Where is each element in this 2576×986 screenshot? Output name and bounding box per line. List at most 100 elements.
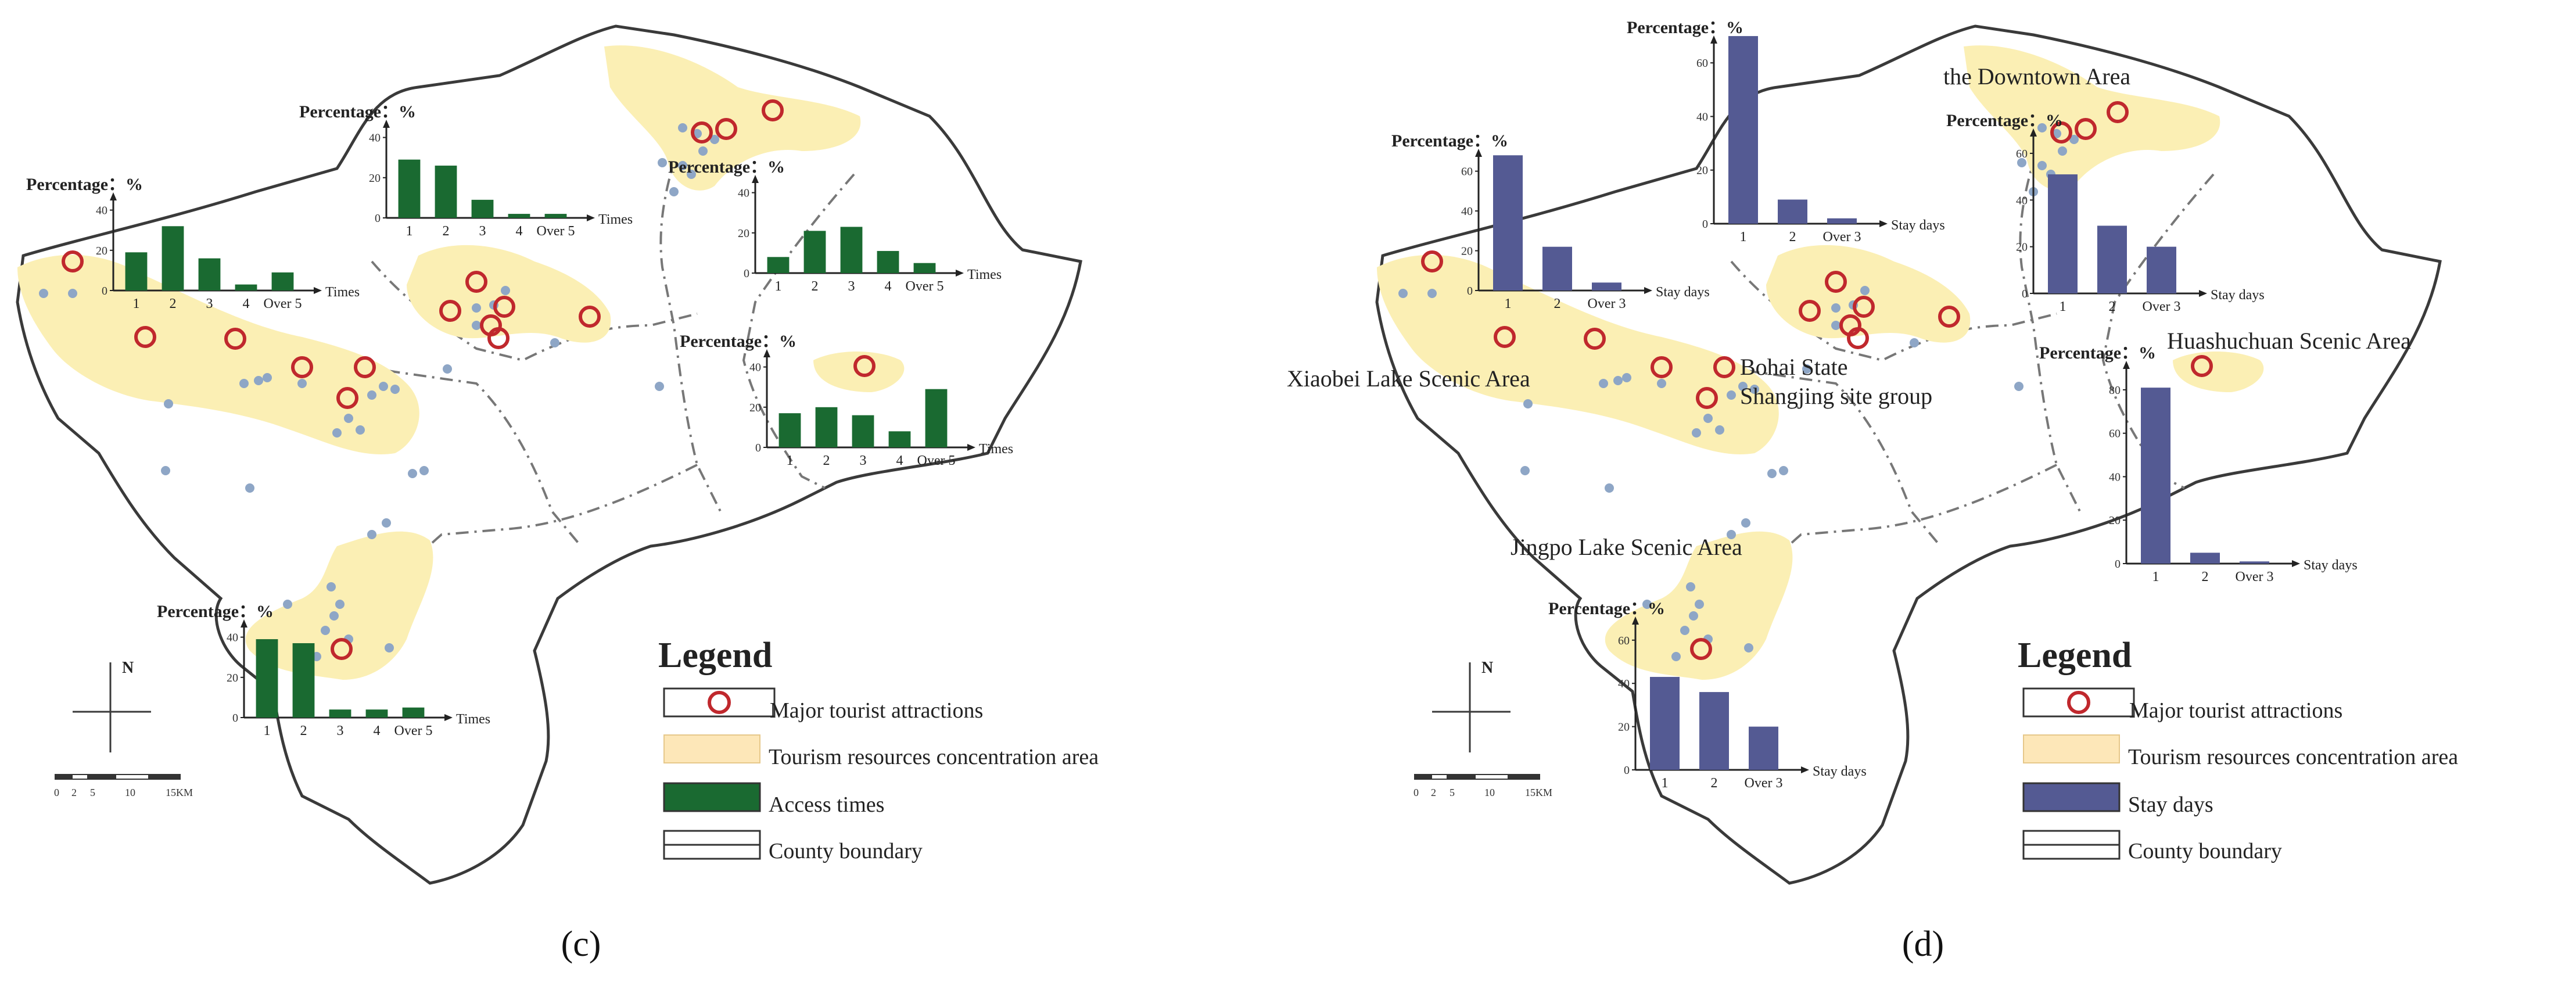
- chart-x-axis-arrow: [2199, 290, 2207, 297]
- chart-x-tick-label: 2: [2202, 569, 2209, 585]
- resource-point: [297, 379, 307, 388]
- attraction-marker: [224, 328, 246, 350]
- legend-label-attractions: Major tourist attractions: [2129, 698, 2342, 723]
- resource-point: [161, 466, 170, 475]
- chart-y-tick-label: 40: [227, 632, 238, 644]
- resource-point: [678, 161, 687, 170]
- resource-point: [655, 382, 664, 391]
- scale-label: 15KM: [1525, 787, 1552, 798]
- chart-x-tick-label: 1: [2152, 569, 2159, 585]
- resource-point: [164, 399, 173, 408]
- resource-point: [2037, 123, 2047, 132]
- concentration-areas: [17, 45, 905, 680]
- legend-title: Legend: [658, 636, 772, 675]
- chart-bar: [292, 643, 315, 718]
- chart-bar: [778, 413, 801, 447]
- attraction-marker: [579, 306, 601, 328]
- resource-point: [710, 135, 719, 144]
- chart-x-label: Times: [598, 212, 633, 227]
- scale-label: 10: [1484, 787, 1495, 798]
- chart-x-tick-label: 2: [443, 224, 450, 239]
- place-name-shangjing: Shangjing site group: [1740, 383, 1932, 409]
- chart-y-axis-arrow: [1475, 149, 1482, 157]
- resource-point: [1727, 390, 1736, 400]
- resource-point: [1680, 626, 1689, 635]
- legend-swatch-concentration: [663, 734, 760, 763]
- chart-y-tick-label: 80: [2109, 384, 2121, 397]
- legend-label-attractions: Major tourist attractions: [770, 698, 983, 723]
- resource-point: [443, 364, 452, 374]
- resource-point: [356, 425, 365, 435]
- resource-point: [1750, 385, 1759, 394]
- concentration-area: [1377, 254, 1779, 454]
- attraction-marker: [708, 691, 731, 714]
- attraction-marker: [354, 356, 376, 378]
- attraction-marker: [2050, 121, 2072, 144]
- chart-y-tick-label: 0: [755, 442, 761, 454]
- chart-axis-title: Percentage：%: [157, 602, 274, 621]
- chart-y-tick-label: 60: [2109, 428, 2121, 440]
- resource-point: [1427, 289, 1437, 298]
- north-label: N: [1481, 659, 1493, 677]
- attraction-marker: [291, 356, 313, 378]
- chart-x-label: Times: [967, 267, 1002, 282]
- chart-y-tick-label: 40: [96, 205, 107, 217]
- resource-point: [335, 600, 345, 609]
- chart-d-north: Percentage：% Stay days 0 20 40 60 1 2 Over 3: [1627, 18, 1945, 245]
- chart-x-tick-label: Over 5: [394, 723, 433, 738]
- chart-c-north: Percentage：% Times 0 20 40 1 2 3 4 Over 5: [299, 102, 633, 239]
- resource-point: [408, 469, 417, 478]
- attraction-marker: [2107, 101, 2129, 123]
- chart-axis-title: Percentage：%: [2039, 343, 2156, 363]
- chart-x-tick-label: 4: [243, 296, 250, 311]
- resource-point: [263, 373, 272, 382]
- chart-x-label: Times: [325, 285, 360, 300]
- attraction-marker: [1421, 250, 1443, 273]
- attraction-marker: [1853, 296, 1875, 318]
- attraction-marker: [2075, 118, 2097, 140]
- resource-point: [1744, 643, 1753, 652]
- chart-x-tick-label: 1: [1505, 296, 1512, 311]
- chart-x-label: Times: [456, 712, 490, 727]
- chart-x-tick-label: 2: [300, 723, 307, 738]
- scale-label: 5: [1450, 787, 1455, 798]
- legend-title: Legend: [2018, 636, 2132, 675]
- chart-x-label: Stay days: [2211, 288, 2265, 303]
- resource-points: [1398, 123, 2079, 661]
- chart-bar: [365, 709, 388, 718]
- chart-x-tick-label: 3: [860, 453, 867, 468]
- chart-y-tick-label: 40: [2109, 471, 2121, 483]
- chart-x-label: Stay days: [1656, 285, 1710, 300]
- chart-c-downtown: Percentage：% Times 0 20 40 1 2 3 4 Over 5: [668, 157, 1002, 294]
- chart-d-west: Percentage：% Stay days 0 20 40 60 1 2 Over 3: [1391, 131, 1710, 311]
- resource-point: [379, 382, 388, 391]
- chart-y-tick-label: 20: [749, 401, 761, 414]
- county-boundary: [2101, 173, 2215, 489]
- resource-point: [1860, 286, 1870, 295]
- resource-point: [678, 123, 687, 132]
- chart-bar: [435, 166, 457, 218]
- chart-y-tick-label: 0: [1702, 218, 1708, 231]
- chart-y-tick-label: 60: [1696, 57, 1708, 70]
- chart-y-axis-arrow: [1632, 616, 1639, 625]
- chart-bar: [2048, 174, 2078, 293]
- chart-y-axis-arrow: [110, 192, 117, 200]
- legend-label-concentration: Tourism resources concentration area: [2128, 745, 2458, 769]
- resource-point: [2069, 135, 2079, 144]
- chart-y-tick-label: 0: [1624, 764, 1630, 777]
- chart-y-tick-label: 20: [2016, 241, 2028, 254]
- scale-label: 5: [90, 787, 95, 798]
- chart-bar: [1728, 36, 1758, 224]
- resource-point: [327, 582, 336, 591]
- legend-c: Legend Major tourist attractions Tourism…: [658, 636, 1099, 863]
- chart-bar: [2141, 388, 2170, 564]
- chart-d-east: Percentage：% Stay days 0 20 40 60 80 1 2 Over 3: [2039, 343, 2358, 585]
- chart-y-axis-arrow: [1710, 35, 1717, 44]
- place-names: the Downtown Area Xiaobei Lake Scenic Ar…: [1287, 63, 2411, 560]
- chart-x-tick-label: 2: [1789, 230, 1796, 245]
- chart-y-tick-label: 20: [96, 245, 107, 257]
- major-attractions: [1421, 101, 2213, 660]
- chart-x-tick-label: 1: [406, 224, 413, 239]
- resource-point: [1599, 379, 1608, 388]
- north-arrow: N: [1432, 659, 1511, 752]
